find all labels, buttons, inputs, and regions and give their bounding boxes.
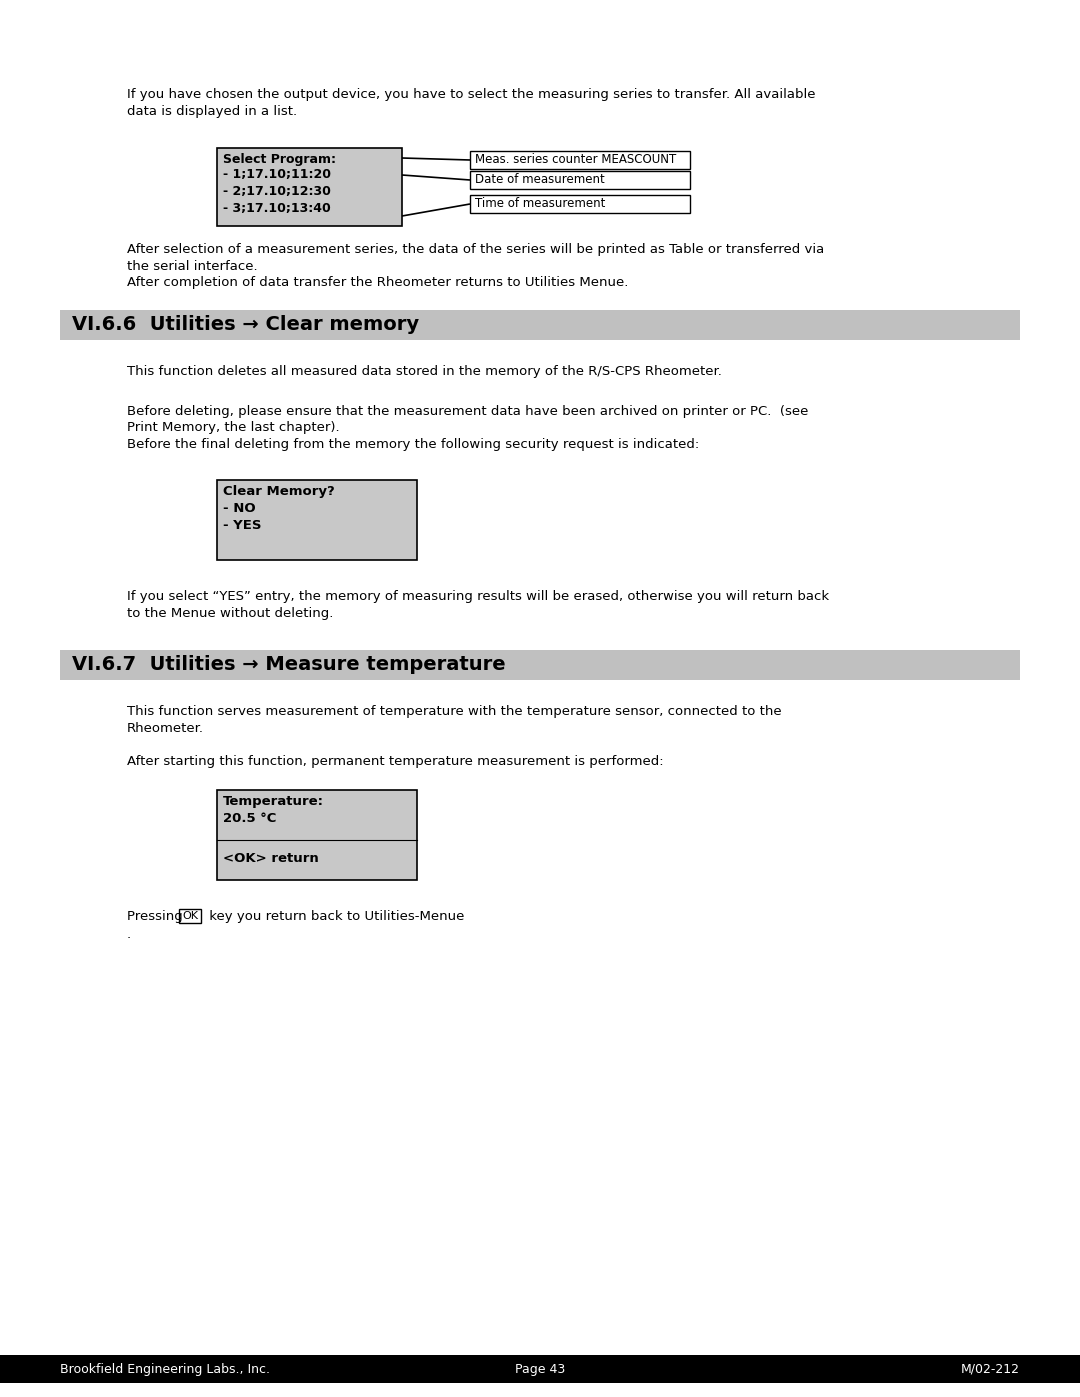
Bar bbox=[60, 650, 1020, 680]
Text: M/02-212: M/02-212 bbox=[961, 1362, 1020, 1376]
Text: VI.6.6  Utilities → Clear memory: VI.6.6 Utilities → Clear memory bbox=[72, 314, 419, 334]
FancyBboxPatch shape bbox=[217, 148, 402, 226]
Text: Page 43: Page 43 bbox=[515, 1362, 565, 1376]
Text: If you have chosen the output device, you have to select the measuring series to: If you have chosen the output device, yo… bbox=[127, 88, 815, 117]
Text: Select Program:: Select Program: bbox=[222, 154, 336, 166]
Text: - 2;17.10;12:30: - 2;17.10;12:30 bbox=[222, 184, 330, 198]
Text: - YES: - YES bbox=[222, 520, 261, 532]
FancyBboxPatch shape bbox=[470, 151, 690, 169]
Text: OK: OK bbox=[183, 911, 198, 921]
Text: VI.6.7  Utilities → Measure temperature: VI.6.7 Utilities → Measure temperature bbox=[72, 655, 505, 673]
Bar bbox=[60, 310, 1020, 339]
Bar bbox=[0, 1355, 1080, 1383]
FancyBboxPatch shape bbox=[179, 909, 201, 923]
Text: - 1;17.10;11:20: - 1;17.10;11:20 bbox=[222, 168, 330, 182]
FancyBboxPatch shape bbox=[470, 170, 690, 189]
Text: 20.5 °C: 20.5 °C bbox=[222, 812, 276, 826]
Text: <OK> return: <OK> return bbox=[222, 852, 319, 865]
Text: Date of measurement: Date of measurement bbox=[475, 173, 605, 186]
Text: - NO: - NO bbox=[222, 502, 256, 515]
FancyBboxPatch shape bbox=[217, 789, 417, 880]
Text: Before deleting, please ensure that the measurement data have been archived on p: Before deleting, please ensure that the … bbox=[127, 405, 808, 451]
FancyBboxPatch shape bbox=[217, 481, 417, 560]
Text: Clear Memory?: Clear Memory? bbox=[222, 485, 335, 497]
Text: Pressing: Pressing bbox=[127, 909, 187, 923]
Text: This function deletes all measured data stored in the memory of the R/S-CPS Rheo: This function deletes all measured data … bbox=[127, 365, 721, 379]
Text: .: . bbox=[127, 928, 131, 942]
Text: Meas. series counter MEASCOUNT: Meas. series counter MEASCOUNT bbox=[475, 154, 676, 166]
Text: key you return back to Utilities-Menue: key you return back to Utilities-Menue bbox=[205, 909, 464, 923]
Text: If you select “YES” entry, the memory of measuring results will be erased, other: If you select “YES” entry, the memory of… bbox=[127, 590, 829, 619]
Text: After selection of a measurement series, the data of the series will be printed : After selection of a measurement series,… bbox=[127, 243, 824, 289]
Text: After starting this function, permanent temperature measurement is performed:: After starting this function, permanent … bbox=[127, 754, 663, 768]
Text: This function serves measurement of temperature with the temperature sensor, con: This function serves measurement of temp… bbox=[127, 705, 782, 735]
Text: Brookfield Engineering Labs., Inc.: Brookfield Engineering Labs., Inc. bbox=[60, 1362, 270, 1376]
Text: Time of measurement: Time of measurement bbox=[475, 197, 606, 210]
Text: Temperature:: Temperature: bbox=[222, 795, 324, 807]
Text: - 3;17.10;13:40: - 3;17.10;13:40 bbox=[222, 203, 330, 215]
FancyBboxPatch shape bbox=[470, 196, 690, 212]
